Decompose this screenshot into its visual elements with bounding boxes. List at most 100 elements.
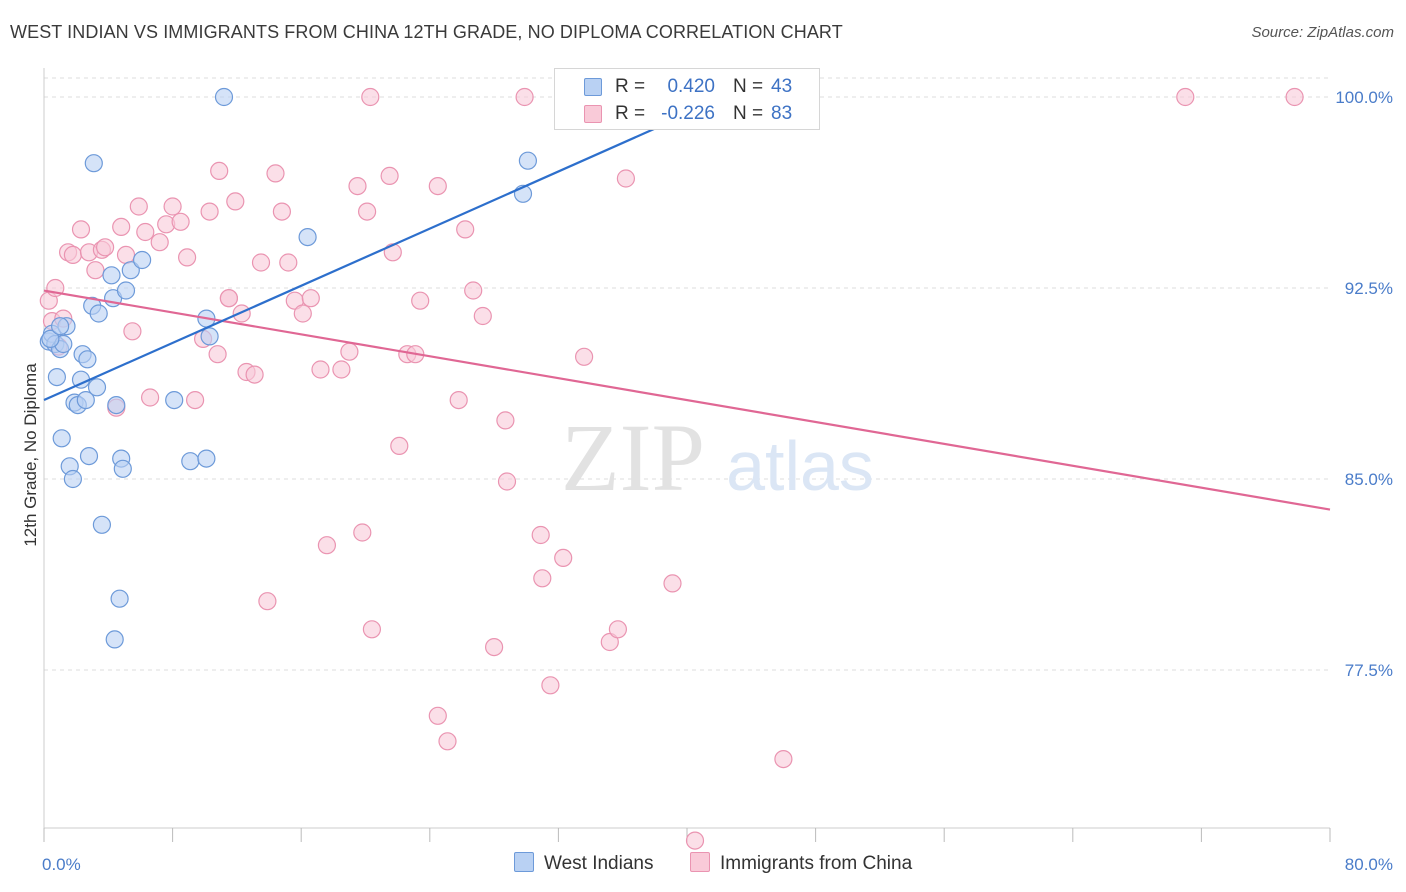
legend-swatch-blue	[514, 852, 534, 872]
immigrants-from-china-point-55	[411, 291, 430, 310]
immigrants-from-china-point-62	[473, 306, 492, 326]
stats-n-value: 83	[771, 103, 793, 124]
west-indians-point-18	[84, 154, 103, 173]
stats-n-label: N =	[733, 103, 764, 124]
immigrants-from-china-point-33	[245, 365, 264, 384]
stats-r-label: R =	[615, 76, 646, 97]
immigrants-from-china-point-35	[258, 592, 277, 611]
immigrants-from-china-point-19	[150, 233, 169, 252]
west-indians-point-32	[165, 391, 184, 410]
stats-swatch-pink	[584, 105, 602, 123]
immigrants-from-china-point-81	[1176, 87, 1195, 107]
immigrants-from-china-point-70	[554, 548, 573, 568]
y-tick-label-0: 100.0%	[1335, 88, 1393, 107]
immigrants-from-china-point-41	[301, 289, 320, 308]
watermark-atlas: atlas	[726, 427, 874, 505]
legend-item-west-indians[interactable]: West Indians	[514, 852, 653, 875]
stats-r-value: -0.226	[661, 103, 715, 124]
immigrants-from-china-point-42	[311, 360, 330, 379]
west-indians-point-40	[518, 151, 538, 170]
x-tick-labels: 0.0% 80.0%	[42, 855, 1393, 874]
gridlines	[44, 77, 1330, 671]
immigrants-from-china-point-68	[533, 569, 552, 588]
west-indians-point-3	[47, 368, 67, 387]
immigrants-from-china-point-77	[685, 831, 705, 850]
stats-n-label: N =	[733, 76, 764, 97]
immigrants-from-china-point-65	[497, 472, 517, 491]
immigrants-from-china-point-15	[123, 322, 142, 341]
stats-swatch-blue	[584, 78, 602, 96]
immigrants-from-china-point-9	[86, 261, 105, 280]
immigrants-from-china-point-34	[251, 253, 271, 272]
immigrants-from-china-point-40	[293, 304, 312, 323]
west-indians-point-16	[79, 447, 99, 466]
west-indians-point-14	[76, 391, 95, 410]
west-indians-point-25	[107, 396, 126, 415]
immigrants-from-china-point-58	[438, 732, 457, 751]
immigrants-from-china-point-48	[358, 202, 377, 221]
immigrants-from-china-point-63	[485, 637, 504, 657]
immigrants-from-china-point-23	[178, 248, 197, 267]
immigrants-from-china-point-74	[608, 620, 628, 639]
immigrants-from-china-point-76	[663, 574, 682, 593]
immigrants-from-china-point-45	[340, 342, 359, 361]
immigrants-from-china-point-60	[456, 220, 475, 239]
immigrants-from-china-point-52	[390, 436, 409, 455]
immigrants-from-china-point-24	[186, 391, 205, 410]
west-indians-point-41	[41, 329, 60, 348]
y-tick-label-3: 77.5%	[1345, 661, 1393, 680]
immigrants-from-china-point-67	[531, 525, 550, 545]
west-indians-point-26	[110, 589, 129, 608]
legend-label: West Indians	[544, 853, 654, 874]
immigrants-from-china-point-44	[332, 360, 351, 379]
west-indians-point-34	[197, 449, 216, 468]
immigrants-from-china-point-38	[279, 253, 298, 272]
immigrants-from-china-point-7	[71, 220, 91, 239]
west-indians-point-9	[63, 469, 83, 489]
legend: West Indians Immigrants from China	[0, 852, 1406, 876]
west-indians-point-37	[214, 87, 234, 107]
immigrants-from-china-point-30	[226, 192, 245, 211]
immigrants-from-china-point-72	[574, 347, 594, 366]
stats-row-west-indians: R = 0.420 N = 43	[555, 74, 819, 101]
west-indians-point-19	[87, 378, 107, 397]
west-indians-point-31	[133, 250, 152, 270]
immigrants-from-china-point-46	[348, 177, 367, 196]
immigrants-from-china-point-47	[353, 523, 372, 542]
west-indians-point-5	[52, 429, 71, 448]
immigrants-from-china-point-6	[63, 245, 83, 264]
immigrants-from-china-point-80	[361, 87, 380, 107]
legend-item-immigrants-from-china[interactable]: Immigrants from China	[690, 852, 912, 875]
west-indians-point-22	[102, 266, 121, 285]
immigrants-from-china-point-73	[600, 632, 619, 652]
west-indians-point-42	[50, 317, 70, 336]
immigrants-from-china-point-50	[380, 166, 399, 185]
x-tick-label-0: 0.0%	[42, 855, 81, 874]
immigrants-from-china-point-75	[616, 169, 636, 188]
immigrants-from-china-point-16	[129, 197, 148, 216]
west-indians-point-30	[121, 261, 140, 280]
immigrants-from-china-point-56	[428, 177, 447, 196]
immigrants-from-china-point-18	[141, 388, 160, 407]
west-indians-point-28	[113, 459, 132, 478]
chart-title: WEST INDIAN VS IMMIGRANTS FROM CHINA 12T…	[10, 22, 843, 42]
west-indians-point-21	[92, 515, 112, 534]
immigrants-from-china-point-51	[383, 243, 402, 262]
west-indians-point-38	[298, 228, 317, 247]
immigrants-from-china-point-28	[210, 161, 229, 180]
chart-source: Source: ZipAtlas.com	[1251, 24, 1394, 41]
west-indians-point-20	[89, 304, 108, 323]
immigrants-from-china-point-11	[95, 238, 115, 257]
trend-lines	[43, 106, 1331, 511]
immigrants-from-china-point-43	[317, 536, 336, 555]
west-indians-point-24	[105, 630, 124, 649]
immigrants-from-china-point-36	[266, 164, 285, 183]
immigrants-from-china-point-37	[272, 202, 291, 221]
immigrants-from-china-point-78	[774, 749, 793, 769]
west-indians-point-36	[200, 327, 219, 346]
legend-label: Immigrants from China	[720, 853, 913, 874]
immigrants-from-china-point-27	[208, 345, 227, 364]
y-tick-label-2: 85.0%	[1345, 470, 1393, 489]
immigrants-from-china-point-31	[232, 304, 251, 323]
